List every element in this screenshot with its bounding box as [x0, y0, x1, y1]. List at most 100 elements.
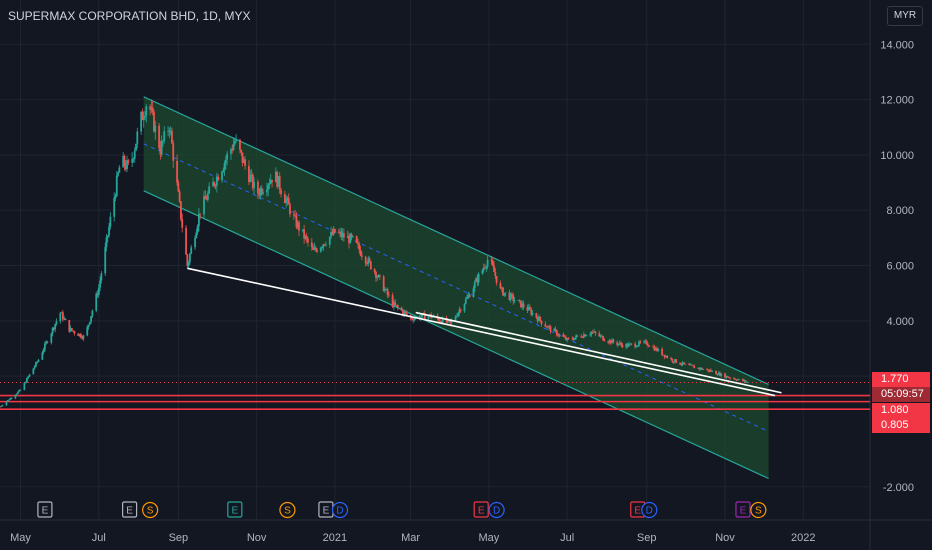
candle-100 [178, 189, 181, 203]
candle-body [544, 324, 547, 327]
candle-body [689, 364, 692, 366]
currency-badge[interactable]: MYR [887, 6, 923, 26]
candle-body [257, 181, 259, 194]
candle-body [158, 125, 161, 148]
candle-body [27, 376, 30, 379]
candle-346 [620, 341, 622, 347]
candle-body [564, 337, 567, 340]
candle-body [726, 376, 729, 378]
candle-166 [296, 220, 299, 230]
candle-189 [339, 227, 341, 238]
candle-body [230, 149, 232, 154]
candle-354 [635, 344, 638, 348]
candle-body [727, 377, 730, 379]
candle-body [431, 316, 434, 318]
candle-body [571, 338, 574, 340]
candle-body [64, 318, 67, 321]
candle-312 [558, 333, 561, 338]
candle-3 [5, 401, 8, 406]
candle-body [715, 370, 717, 375]
candle-body [194, 237, 196, 248]
candle-body [150, 107, 153, 110]
candle-body [486, 259, 489, 267]
candle-body [473, 281, 476, 289]
candle-body [395, 304, 398, 306]
candle-156 [278, 172, 281, 194]
candle-366 [656, 346, 658, 352]
candle-74 [132, 157, 135, 163]
candle-254 [455, 313, 458, 318]
candle-65 [115, 171, 118, 198]
candle-body [55, 321, 58, 324]
candle-body [581, 337, 584, 338]
candle-body [316, 249, 318, 252]
candle-383 [688, 362, 690, 366]
candle-body [402, 310, 404, 315]
candle-107 [190, 244, 193, 255]
candle-body [545, 326, 548, 328]
candle-body [79, 334, 82, 338]
candle-body [738, 378, 741, 380]
candle-body [531, 313, 534, 315]
x-tick-label-10: 2022 [791, 532, 815, 544]
candle-201 [359, 246, 362, 257]
candle-97 [172, 140, 175, 168]
candle-4 [6, 400, 9, 403]
candle-382 [684, 363, 687, 365]
candle-body [540, 320, 543, 325]
candle-body [521, 303, 524, 308]
candle-313 [562, 332, 565, 338]
candle-body [280, 189, 282, 195]
candle-47 [82, 334, 85, 342]
candle-54 [96, 290, 99, 298]
candle-body [141, 111, 144, 120]
candle-32 [55, 318, 58, 326]
candle-body [91, 310, 94, 317]
candle-body [520, 300, 522, 308]
candle-199 [357, 238, 359, 249]
candle-body [189, 253, 191, 262]
candle-body [421, 313, 424, 317]
candle-body [364, 256, 367, 264]
candle-353 [634, 341, 637, 349]
event-label: D [646, 506, 653, 517]
candle-body [206, 193, 209, 200]
event-label: D [336, 506, 343, 517]
candle-body [105, 237, 108, 248]
candle-body [358, 244, 361, 250]
candle-body [617, 343, 620, 345]
candle-body [294, 215, 297, 217]
candle-body [645, 340, 648, 345]
candle-body [77, 333, 80, 336]
candle-127 [226, 151, 229, 166]
candle-18 [32, 368, 35, 375]
candle-body [572, 339, 575, 340]
candle-211 [377, 274, 380, 278]
candle-body [367, 258, 370, 264]
candle-137 [244, 156, 246, 170]
candle-body [108, 226, 110, 236]
candle-body [292, 214, 295, 216]
candle-body [177, 182, 180, 192]
candle-319 [572, 336, 575, 341]
candle-78 [140, 111, 143, 136]
candle-289 [518, 299, 521, 304]
candle-280 [502, 286, 504, 297]
candle-105 [187, 260, 190, 269]
trendlines [187, 267, 782, 397]
candle-body [593, 331, 596, 333]
candle-body [68, 320, 71, 332]
candle-77 [136, 127, 139, 149]
candle-407 [729, 377, 732, 380]
candle-46 [81, 335, 84, 340]
candle-84 [150, 99, 153, 114]
candle-64 [114, 193, 117, 202]
candle-body [393, 302, 395, 308]
candle-body [90, 316, 93, 322]
candle-200 [358, 241, 361, 254]
candle-body [168, 130, 171, 132]
y-tick-label-2: 10.000 [880, 150, 914, 162]
candle-body [500, 287, 503, 289]
candle-321 [575, 333, 578, 340]
